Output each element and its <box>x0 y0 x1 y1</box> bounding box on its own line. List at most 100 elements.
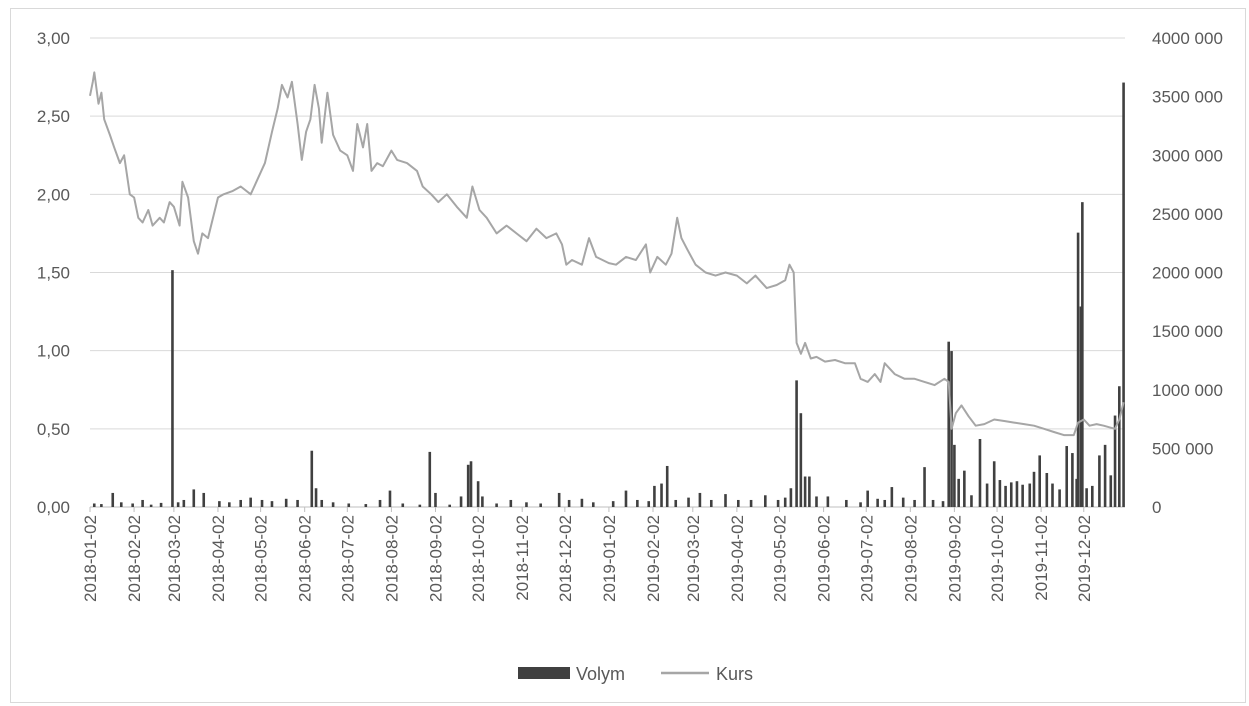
y-left-tick-label: 3,00 <box>37 29 70 48</box>
volume-bar <box>808 476 811 507</box>
volume-bar <box>260 499 264 507</box>
volume-bar <box>1015 481 1019 507</box>
volume-bar <box>182 499 186 507</box>
volume-bar <box>978 438 982 507</box>
volume-bar <box>202 492 206 507</box>
volume-bar <box>1118 386 1121 507</box>
y-axis-left-labels: 0,00 0,50 1,00 1,50 2,00 2,50 3,00 <box>37 29 70 517</box>
volume-bar <box>913 499 916 507</box>
y-left-tick-label: 0,50 <box>37 420 70 439</box>
x-tick-label: 2018-02-02 <box>125 515 144 602</box>
volume-bar <box>1058 489 1061 507</box>
volume-bar <box>149 504 153 507</box>
volume-bar <box>749 499 753 507</box>
volume-bar <box>1098 455 1101 507</box>
volume-bar <box>963 470 966 507</box>
x-tick-label: 2019-04-02 <box>728 515 747 602</box>
volume-bar <box>159 502 163 507</box>
volume-bar <box>1109 475 1113 507</box>
y-right-tick-label: 2500 000 <box>1152 205 1223 224</box>
y-right-tick-label: 0 <box>1152 498 1161 517</box>
x-tick-label: 2018-12-02 <box>556 515 575 602</box>
volume-bar <box>401 503 405 507</box>
volume-bar <box>941 501 945 507</box>
price-line <box>89 71 1125 437</box>
volume-bar <box>1021 484 1024 507</box>
volume-bar <box>736 499 740 507</box>
volume-bar <box>764 495 767 507</box>
volume-bar <box>1032 471 1036 507</box>
volume-bar <box>1085 488 1088 507</box>
volume-bar <box>1009 482 1013 507</box>
volume-bar <box>953 444 956 507</box>
volume-bar <box>970 495 973 507</box>
volume-bar <box>992 461 996 507</box>
volume-bar <box>859 502 862 507</box>
volume-bar <box>539 503 542 507</box>
volume-bar <box>998 480 1002 507</box>
volume-bar <box>364 504 368 507</box>
volume-bar <box>883 499 887 507</box>
volume-bar <box>310 450 314 507</box>
volume-bar <box>1038 455 1041 507</box>
x-axis-labels: 2018-01-02 2018-02-02 2018-03-02 2018-04-02… <box>81 515 1094 602</box>
volume-bar <box>709 499 713 507</box>
y-left-tick-label: 0,00 <box>37 498 70 517</box>
volume-bar <box>1076 232 1080 507</box>
x-tick-label: 2019-07-02 <box>857 515 876 602</box>
volume-bar <box>1071 453 1074 507</box>
volume-bar <box>1051 483 1054 507</box>
x-tick-label: 2019-11-02 <box>1032 515 1051 601</box>
volume-bar <box>320 499 324 507</box>
volume-bar <box>1081 202 1084 507</box>
volume-bar <box>331 502 335 507</box>
volume-bar <box>218 501 221 507</box>
volume-bar <box>567 499 571 507</box>
y-right-tick-label: 500 000 <box>1152 439 1213 458</box>
x-tick-label: 2019-09-02 <box>945 515 964 602</box>
volume-bar <box>866 490 869 507</box>
volume-bar <box>591 502 595 507</box>
x-tick-label: 2018-08-02 <box>382 515 401 602</box>
volume-bar <box>284 498 288 507</box>
volume-bar <box>192 489 196 507</box>
volume-bar <box>239 499 243 507</box>
volume-bar <box>1079 306 1083 507</box>
volume-bar <box>141 499 144 507</box>
volume-bar <box>347 503 351 507</box>
volume-bar <box>495 503 498 507</box>
x-tick-label: 2018-07-02 <box>338 515 357 602</box>
volume-bar <box>1004 485 1007 507</box>
y-left-tick-label: 2,00 <box>37 185 70 204</box>
volume-bar <box>459 496 463 507</box>
volume-bar <box>1122 82 1125 508</box>
x-tick-label: 2019-01-02 <box>600 515 619 602</box>
y-left-tick-label: 2,50 <box>37 107 70 126</box>
volume-bar <box>947 341 951 507</box>
volume-bar <box>826 496 830 507</box>
volume-bar <box>660 483 663 507</box>
x-tick-label: 2018-11-02 <box>513 515 532 601</box>
volume-bar <box>557 492 561 507</box>
volume-bar <box>653 485 656 507</box>
x-tick-label: 2019-05-02 <box>771 515 790 602</box>
volume-bar <box>111 492 115 507</box>
gridlines <box>89 37 1125 512</box>
x-tick-label: 2018-09-02 <box>426 515 445 602</box>
volume-bar <box>876 498 879 507</box>
volume-bar <box>100 504 103 507</box>
y-right-tick-label: 1000 000 <box>1152 381 1223 400</box>
volume-bar <box>466 464 470 507</box>
volume-bar <box>901 497 905 507</box>
volume-bar <box>698 492 702 507</box>
volume-bar <box>687 497 690 507</box>
x-tick-label: 2018-05-02 <box>252 515 271 602</box>
volume-bar <box>1113 415 1117 507</box>
y-right-tick-label: 3500 000 <box>1152 88 1223 107</box>
x-tick-label: 2018-01-02 <box>81 515 100 602</box>
x-tick-label: 2019-02-02 <box>644 515 663 602</box>
volume-bar <box>665 465 669 507</box>
volume-bar <box>795 380 798 507</box>
legend: Volym Kurs <box>518 664 753 684</box>
volume-bar <box>171 270 174 507</box>
